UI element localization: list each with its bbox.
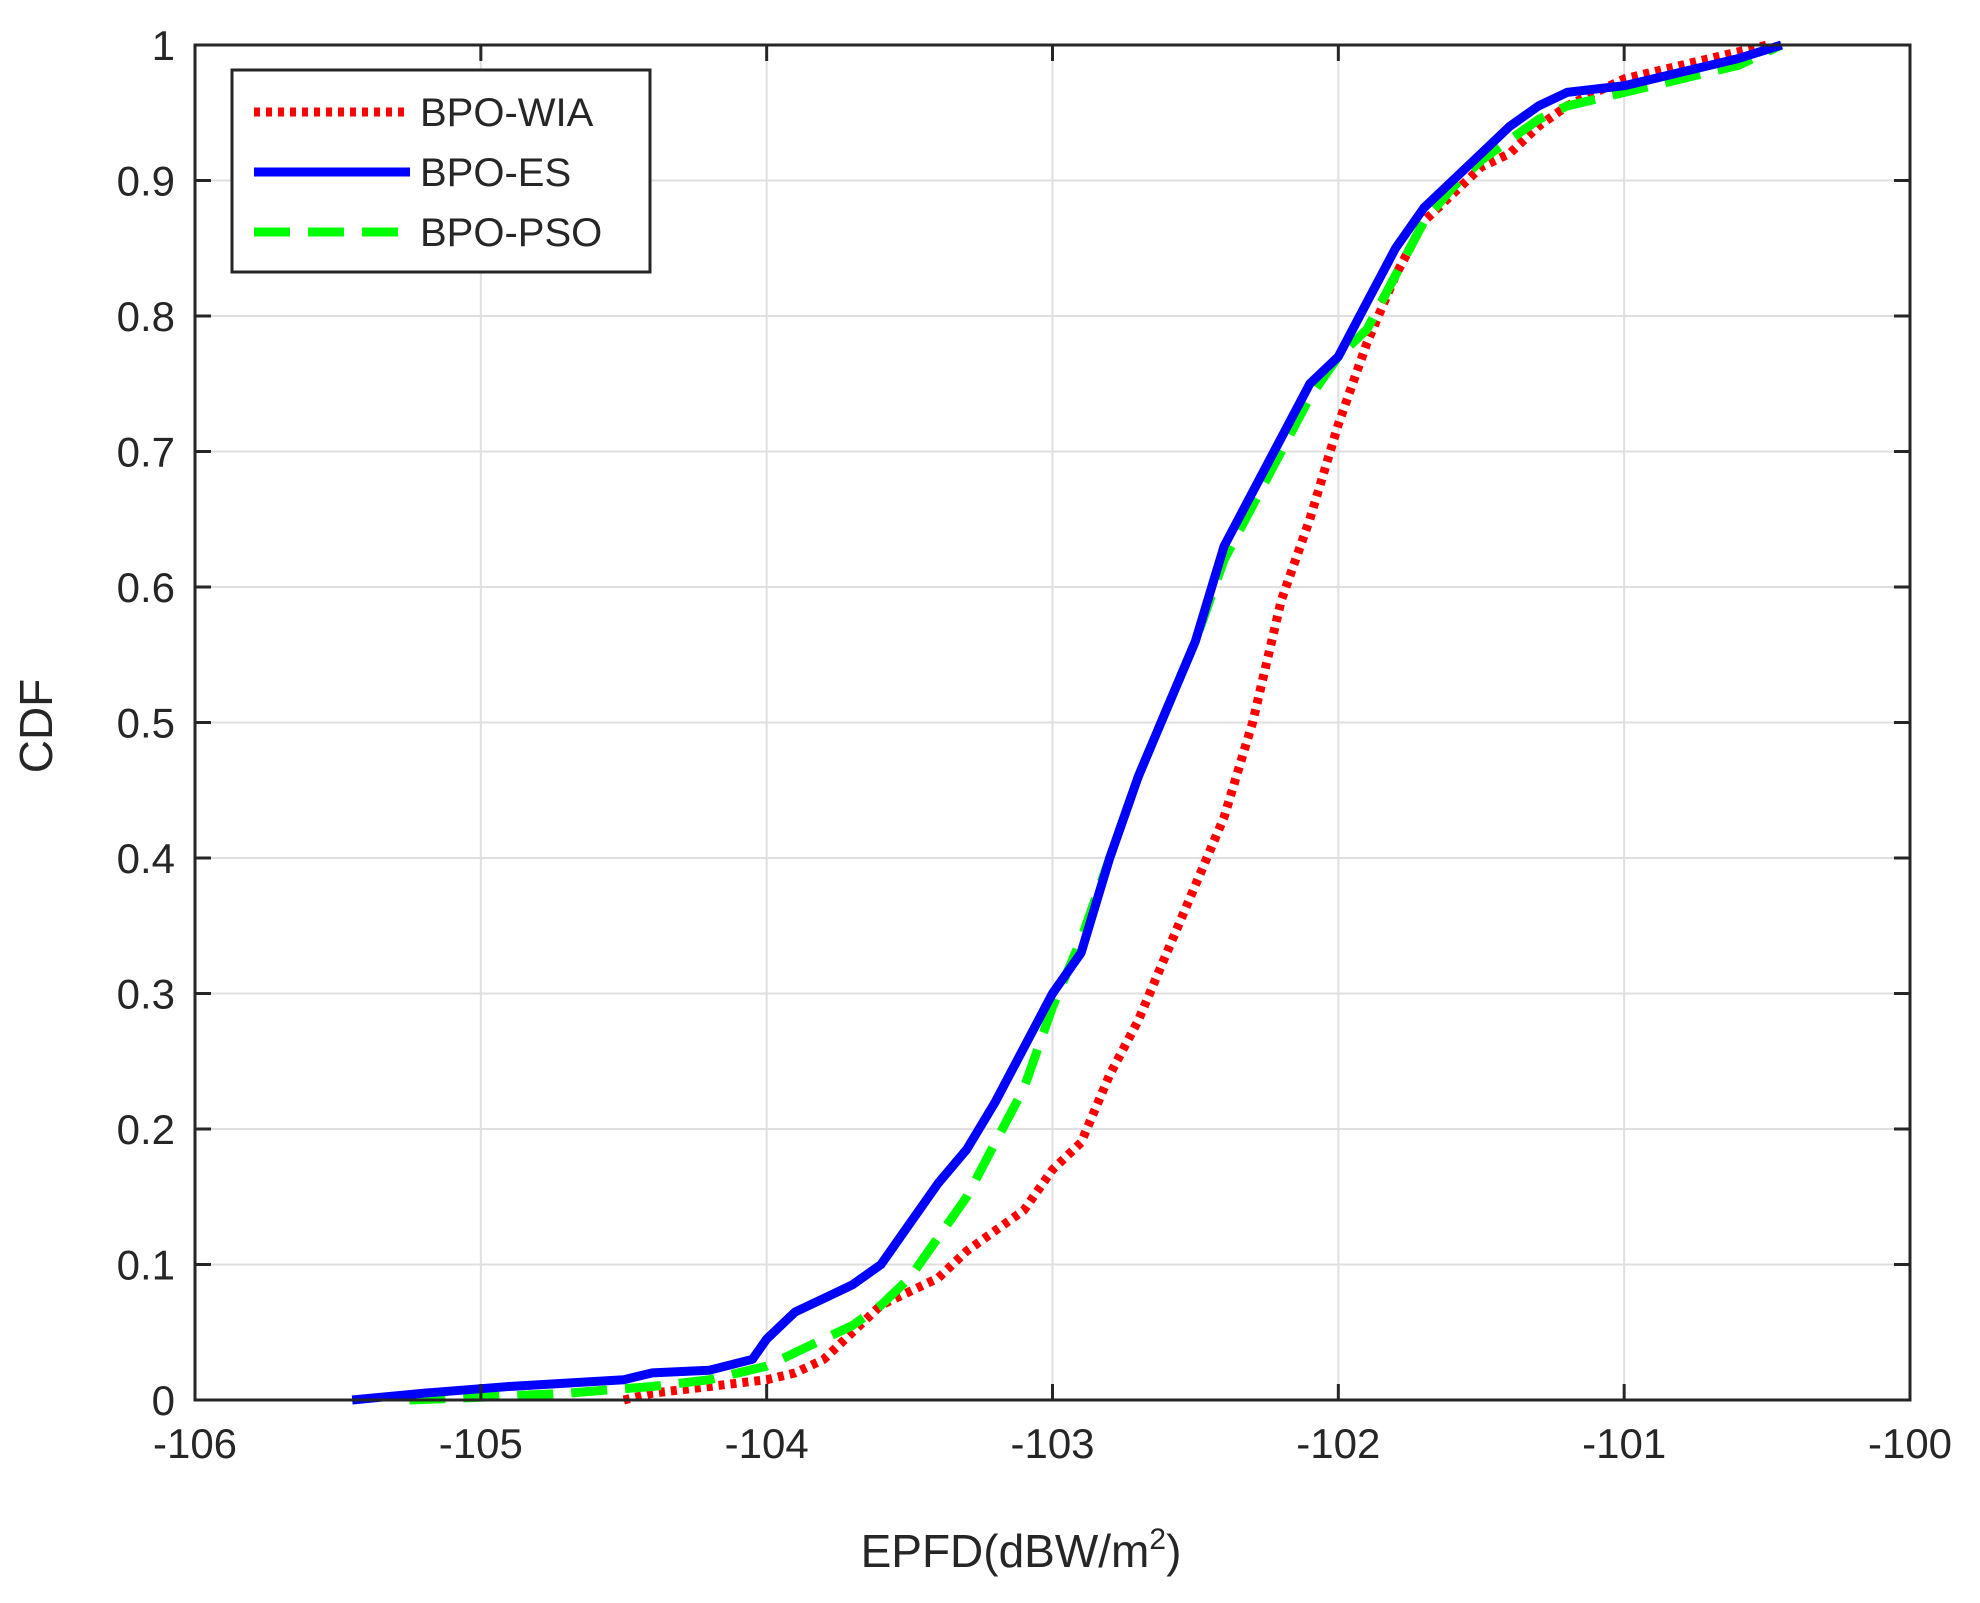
- y-tick-label: 0.2: [117, 1106, 175, 1153]
- series-line-bpo-pso: [409, 40, 1784, 1405]
- x-axis-label-main: EPFD(dBW/m: [861, 1525, 1150, 1577]
- grid: [195, 45, 1910, 1400]
- y-tick-label: 0.7: [117, 429, 175, 476]
- x-axis-label-superscript: 2: [1149, 1523, 1166, 1556]
- y-tick-label: 0.1: [117, 1242, 175, 1289]
- x-tick-label: -101: [1582, 1420, 1666, 1467]
- y-tick-label: 0.4: [117, 835, 175, 882]
- x-tick-label: -104: [725, 1420, 809, 1467]
- y-axis-label: CDF: [10, 679, 62, 774]
- legend-label-bpo-es: BPO-ES: [420, 151, 571, 195]
- y-tick-label: 0.6: [117, 564, 175, 611]
- y-tick-label: 0.9: [117, 158, 175, 205]
- series-lines: [351, 40, 1784, 1405]
- x-tick-label: -105: [439, 1420, 523, 1467]
- tick-labels: -106 -105 -104 -103 -102 -101 -100 0 0.1 0.2 0.3 0.…: [117, 22, 1952, 1467]
- series-line-bpo-es: [351, 40, 1783, 1405]
- axes-frame: [193, 43, 1912, 1402]
- x-axis-label: EPFD(dBW/m2): [861, 1523, 1182, 1577]
- series-line-bpo-wia: [622, 40, 1769, 1405]
- legend: BPO-WIA BPO-ES BPO-PSO: [230, 68, 652, 274]
- x-axis-label-suffix: ): [1166, 1525, 1181, 1577]
- y-tick-label: 0.3: [117, 971, 175, 1018]
- y-tick-label: 0: [152, 1377, 175, 1424]
- y-tick-label: 0.8: [117, 293, 175, 340]
- y-tick-label: 1: [152, 22, 175, 69]
- y-tick-label: 0.5: [117, 700, 175, 747]
- legend-label-bpo-pso: BPO-PSO: [420, 211, 602, 255]
- x-tick-label: -102: [1296, 1420, 1380, 1467]
- x-tick-label: -103: [1010, 1420, 1094, 1467]
- x-tick-label: -100: [1868, 1420, 1952, 1467]
- legend-label-bpo-wia: BPO-WIA: [420, 91, 594, 135]
- x-tick-label: -106: [153, 1420, 237, 1467]
